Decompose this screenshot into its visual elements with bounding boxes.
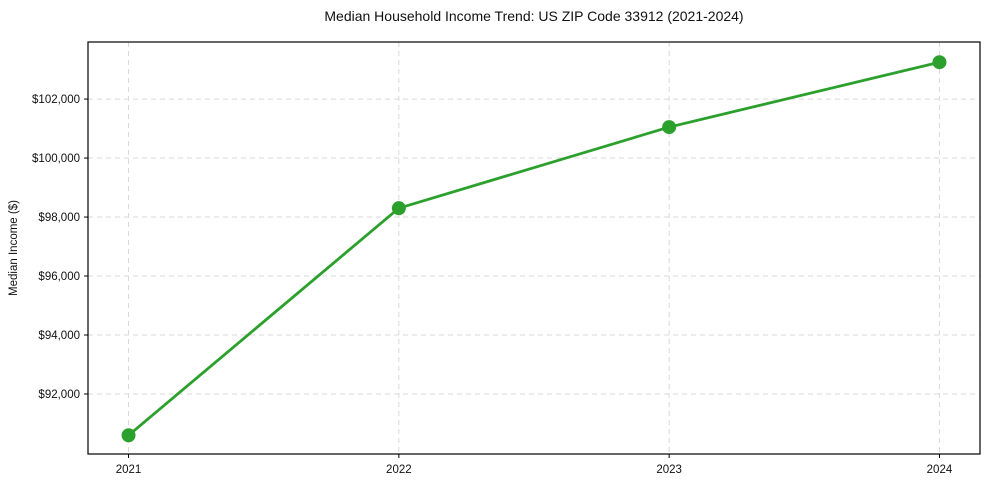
x-tick-label: 2022 xyxy=(386,464,412,476)
data-point-2024 xyxy=(932,55,947,70)
x-tick-label: 2023 xyxy=(656,464,682,476)
data-point-2022 xyxy=(391,201,406,216)
income-trend-line xyxy=(127,60,941,437)
y-tick-label: $102,000 xyxy=(32,94,80,106)
y-tick-label: $96,000 xyxy=(38,271,80,283)
y-tick-label: $92,000 xyxy=(38,389,80,401)
data-point-2021 xyxy=(121,428,136,443)
y-tick-label: $98,000 xyxy=(38,212,80,224)
chart-title: Median Household Income Trend: US ZIP Co… xyxy=(324,8,744,24)
y-tick-label: $100,000 xyxy=(32,153,80,165)
data-point-2023 xyxy=(662,120,677,135)
x-tick-label: 2024 xyxy=(927,464,953,476)
x-tick-label: 2021 xyxy=(116,464,142,476)
plot-border xyxy=(87,41,981,455)
y-tick-label: $94,000 xyxy=(38,330,80,342)
